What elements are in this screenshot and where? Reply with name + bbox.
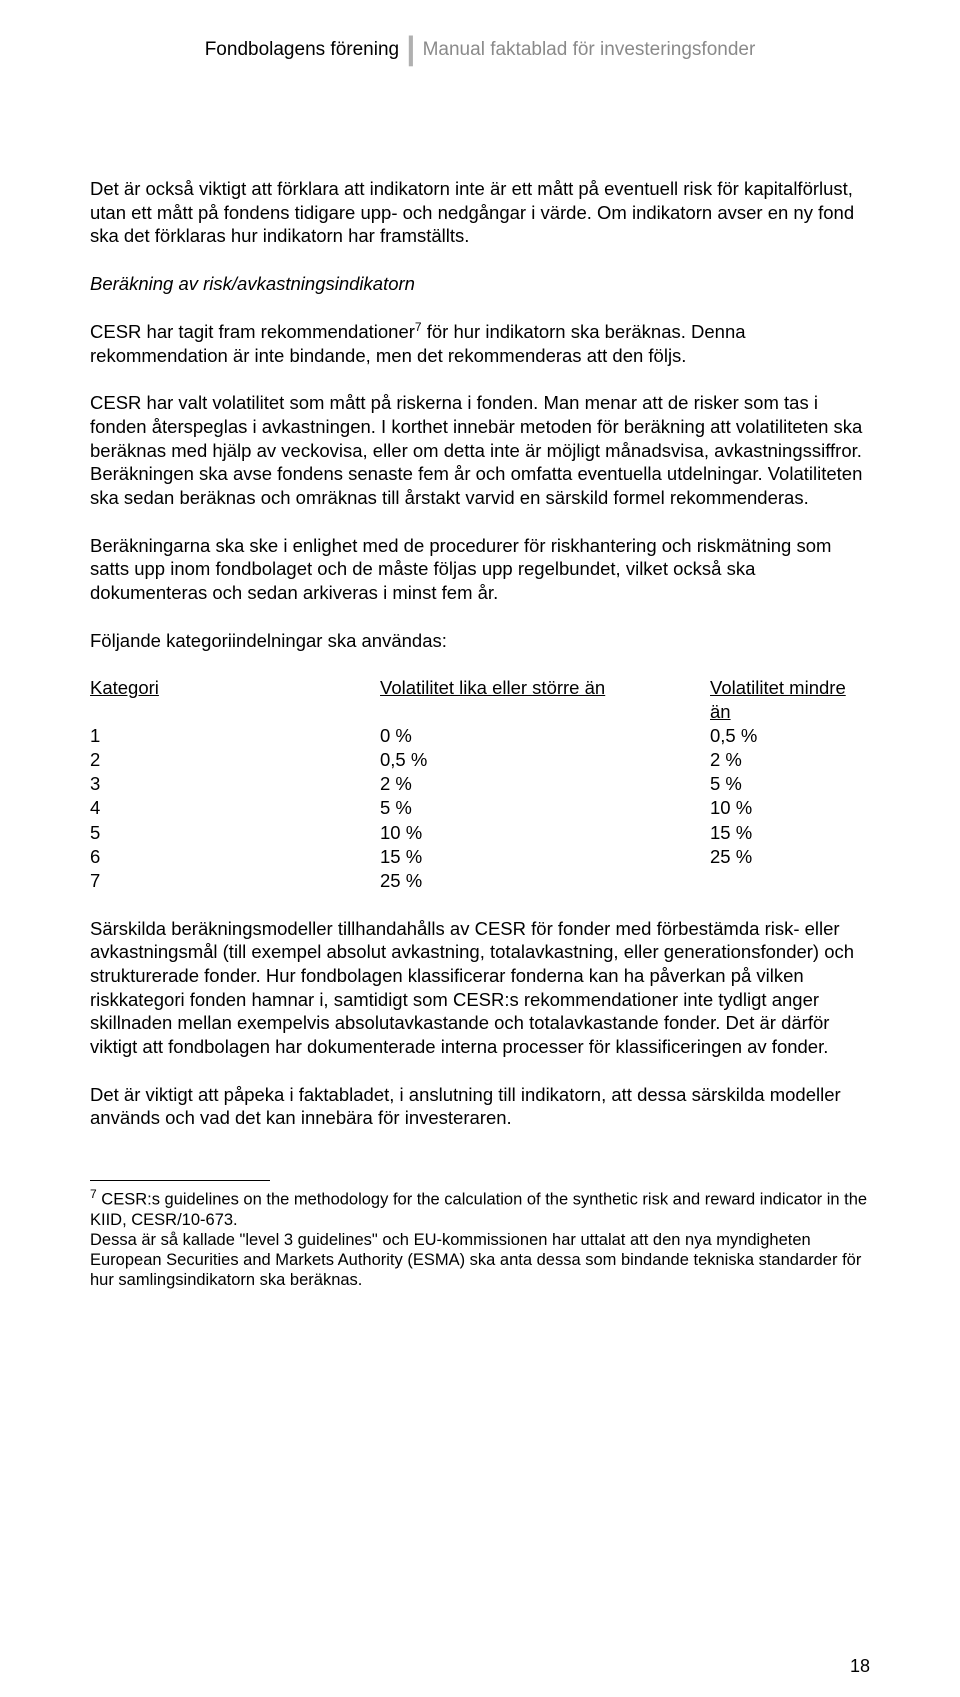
cell: 7 [90, 869, 380, 893]
cell: 2 [90, 748, 380, 772]
cell: 4 [90, 796, 380, 820]
table-row: 2 0,5 % 2 % [90, 748, 870, 772]
cell: 1 [90, 724, 380, 748]
header-divider: | [404, 30, 417, 66]
body-paragraph: Särskilda beräkningsmodeller tillhandahå… [90, 917, 870, 1059]
table-row: 6 15 % 25 % [90, 845, 870, 869]
col-header: Volatilitet mindre än [710, 676, 870, 724]
text-fragment: CESR har tagit fram rekommendationer [90, 321, 415, 342]
footnote-text: Dessa är så kallade "level 3 guidelines"… [90, 1231, 861, 1289]
footnote-separator [90, 1180, 270, 1181]
footnote-text: CESR:s guidelines on the methodology for… [90, 1191, 867, 1229]
footnote-ref: 7 [415, 320, 422, 334]
footnote-marker: 7 [90, 1187, 97, 1201]
body-paragraph: Beräkningarna ska ske i enlighet med de … [90, 534, 870, 605]
col-header: Volatilitet lika eller större än [380, 676, 710, 724]
table-row: 4 5 % 10 % [90, 796, 870, 820]
cell: 25 % [380, 869, 710, 893]
cell: 15 % [710, 821, 870, 845]
section-heading: Beräkning av risk/avkastningsindikatorn [90, 272, 870, 296]
table-row: 1 0 % 0,5 % [90, 724, 870, 748]
header-right: Manual faktablad för investeringsfonder [423, 39, 756, 60]
header-left: Fondbolagens förening [205, 39, 399, 60]
cell: 15 % [380, 845, 710, 869]
cell: 0 % [380, 724, 710, 748]
cell [710, 869, 870, 893]
cell: 5 [90, 821, 380, 845]
category-table: Kategori Volatilitet lika eller större ä… [90, 676, 870, 892]
footnote-block: 7 CESR:s guidelines on the methodology f… [90, 1187, 870, 1290]
table-row: 5 10 % 15 % [90, 821, 870, 845]
cell: 0,5 % [710, 724, 870, 748]
cell: 3 [90, 772, 380, 796]
cell: 5 % [380, 796, 710, 820]
table-header-row: Kategori Volatilitet lika eller större ä… [90, 676, 870, 724]
cell: 2 % [710, 748, 870, 772]
cell: 25 % [710, 845, 870, 869]
body-paragraph: Följande kategoriindelningar ska använda… [90, 629, 870, 653]
table-row: 7 25 % [90, 869, 870, 893]
col-header: Kategori [90, 676, 380, 724]
cell: 0,5 % [380, 748, 710, 772]
cell: 2 % [380, 772, 710, 796]
body-paragraph: CESR har valt volatilitet som mått på ri… [90, 391, 870, 509]
body-paragraph: Det är viktigt att påpeka i faktabladet,… [90, 1083, 870, 1130]
body-paragraph: CESR har tagit fram rekommendationer7 fö… [90, 320, 870, 368]
page-number: 18 [850, 1656, 870, 1677]
cell: 10 % [710, 796, 870, 820]
cell: 10 % [380, 821, 710, 845]
page-header: Fondbolagens förening | Manual faktablad… [90, 30, 870, 67]
cell: 5 % [710, 772, 870, 796]
body-paragraph: Det är också viktigt att förklara att in… [90, 177, 870, 248]
table-row: 3 2 % 5 % [90, 772, 870, 796]
cell: 6 [90, 845, 380, 869]
